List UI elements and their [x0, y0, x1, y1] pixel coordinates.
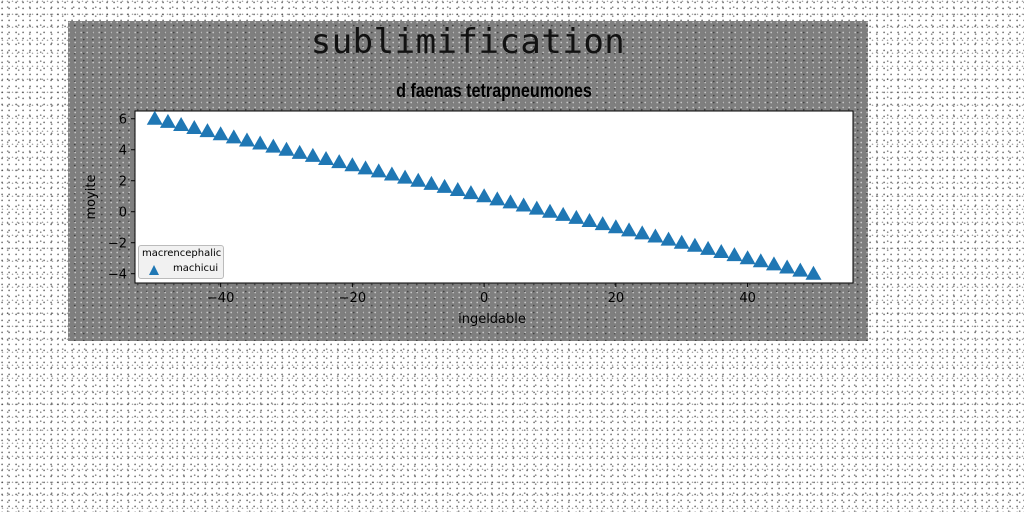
- scatter-point: [173, 116, 190, 131]
- scatter-point: [660, 231, 677, 246]
- scatter-point: [331, 154, 348, 169]
- scatter-point: [594, 216, 611, 231]
- x-tick-label: 20: [608, 291, 625, 306]
- scatter-point: [199, 123, 216, 138]
- scatter-point: [621, 222, 638, 237]
- scatter-point: [291, 144, 308, 159]
- scatter-point: [318, 151, 335, 166]
- scatter-point: [634, 225, 651, 240]
- scatter-point: [555, 206, 572, 221]
- legend-title: macrencephalic: [142, 248, 222, 259]
- scatter-point: [304, 147, 321, 162]
- figure-suptitle: sublimification: [310, 22, 626, 62]
- y-tick-label: 2: [119, 175, 127, 190]
- scatter-point: [462, 185, 479, 200]
- chart-title: d faenas tetrapneumones: [396, 81, 592, 102]
- x-tick-label: −20: [339, 291, 366, 306]
- scatter-point: [673, 234, 690, 249]
- scatter-point: [700, 240, 717, 255]
- y-axis-ticks: −4 −2 0 2 4 6: [108, 113, 135, 283]
- scatter-point: [370, 163, 387, 178]
- scatter-point: [397, 169, 414, 184]
- scatter-point: [159, 113, 176, 128]
- scatter-point: [357, 160, 374, 175]
- scatter-point: [344, 157, 361, 172]
- scatter-point: [713, 244, 730, 259]
- scatter-point: [541, 203, 558, 218]
- scatter-point: [515, 197, 532, 212]
- scatter-point: [252, 135, 269, 150]
- scatter-point: [449, 182, 466, 197]
- x-tick-label: −40: [207, 291, 234, 306]
- scatter-point: [502, 194, 519, 209]
- scatter-point: [607, 219, 624, 234]
- x-axis-ticks: −40 −20 0 20 40: [207, 283, 756, 306]
- figure-background: sublimification d faenas tetrapneumones …: [68, 21, 868, 341]
- y-tick-label: 0: [119, 206, 127, 221]
- scatter-point: [779, 259, 796, 274]
- scatter-point: [765, 256, 782, 271]
- scatter-point: [265, 138, 282, 153]
- x-tick-label: 0: [480, 291, 488, 306]
- legend: macrencephalic machicui: [138, 245, 224, 279]
- scatter-point: [383, 166, 400, 181]
- scatter-point: [225, 129, 242, 144]
- scatter-point: [476, 188, 493, 203]
- legend-triangle-icon: [149, 265, 159, 275]
- y-tick-label: −4: [108, 268, 127, 283]
- x-axis-label: ingeldable: [458, 312, 526, 327]
- scatter-point: [489, 191, 506, 206]
- scatter-point: [212, 126, 229, 141]
- scatter-point: [792, 262, 809, 277]
- scatter-point: [581, 213, 598, 228]
- y-axis-label: moyite: [84, 174, 99, 219]
- scatter-point: [186, 120, 203, 135]
- y-tick-label: −2: [108, 237, 127, 252]
- scatter-point: [686, 237, 703, 252]
- scatter-point: [726, 247, 743, 262]
- scatter-point: [568, 209, 585, 224]
- x-tick-label: 40: [739, 291, 756, 306]
- scatter-point: [146, 110, 163, 125]
- scatter-point: [739, 250, 756, 265]
- scatter-point: [805, 265, 822, 280]
- scatter-point: [436, 178, 453, 193]
- scatter-point: [528, 200, 545, 215]
- scatter-point: [410, 172, 427, 187]
- scatter-point: [752, 253, 769, 268]
- scatter-point: [423, 175, 440, 190]
- scatter-point: [238, 132, 255, 147]
- scatter-point: [647, 228, 664, 243]
- y-tick-label: 6: [119, 113, 127, 128]
- scatter-point: [278, 141, 295, 156]
- legend-series-label: machicui: [173, 263, 219, 274]
- y-tick-label: 4: [119, 144, 127, 159]
- data-marks: [146, 110, 822, 280]
